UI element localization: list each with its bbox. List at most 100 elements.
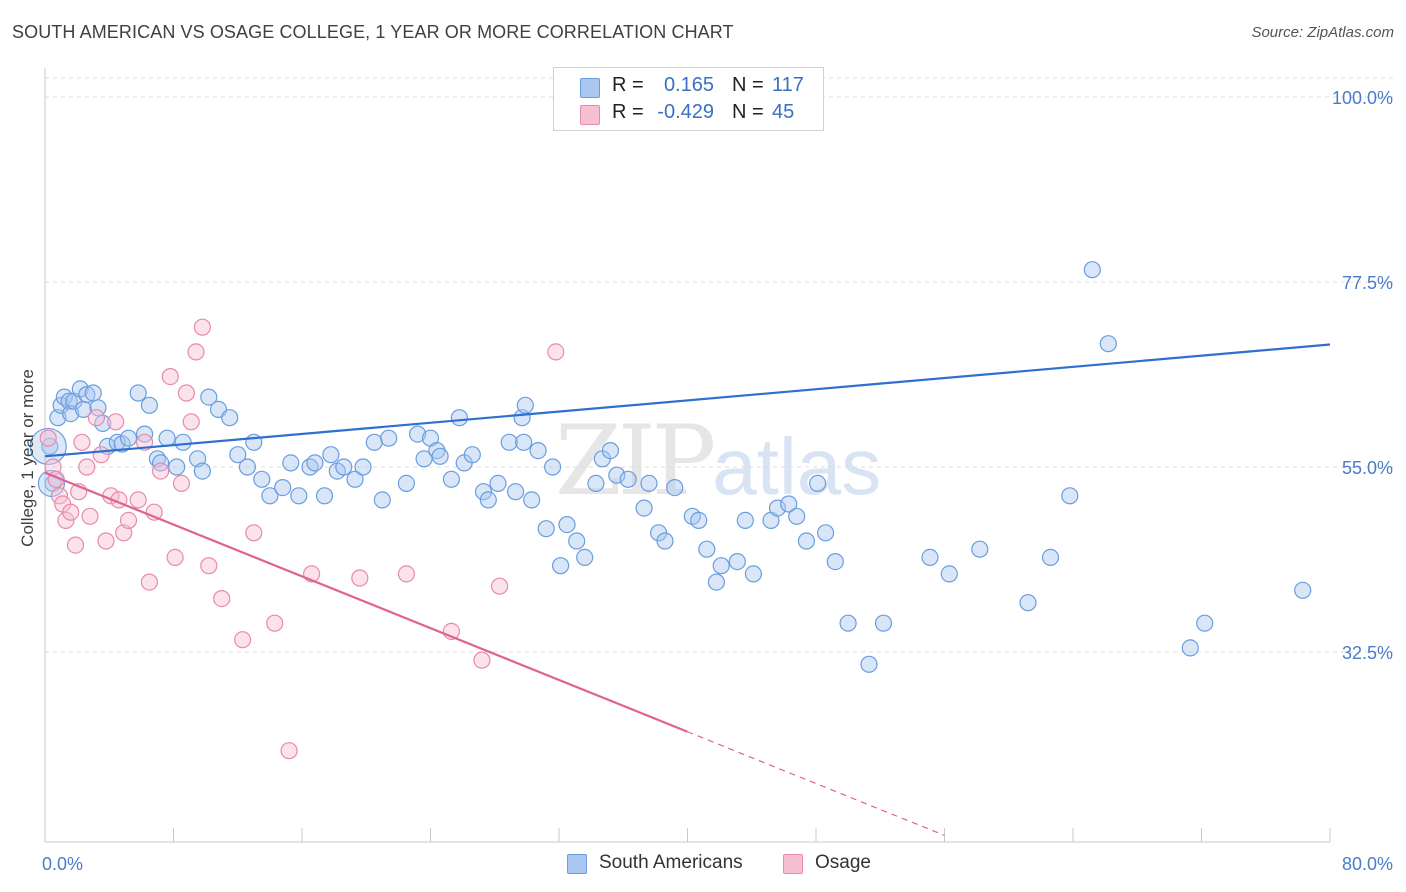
point-south-americans xyxy=(537,520,555,538)
point-south-americans xyxy=(380,429,398,447)
point-south-americans xyxy=(489,474,507,492)
point-south-americans xyxy=(635,499,653,517)
point-south-americans xyxy=(322,446,340,464)
point-osage xyxy=(81,507,99,525)
point-osage xyxy=(182,413,200,431)
point-south-americans xyxy=(971,540,989,558)
point-south-americans xyxy=(113,435,131,453)
point-south-americans xyxy=(1041,548,1060,567)
point-south-americans xyxy=(71,380,89,398)
trend-line-osage xyxy=(44,471,688,733)
legend-n-value: 45 xyxy=(772,101,795,123)
point-south-americans xyxy=(174,433,192,451)
point-south-americans xyxy=(1099,335,1117,353)
point-south-americans xyxy=(515,433,533,451)
point-south-americans xyxy=(78,386,96,404)
point-osage xyxy=(547,343,565,361)
point-south-americans xyxy=(940,565,958,583)
point-south-americans xyxy=(788,507,806,525)
point-south-americans xyxy=(874,614,893,632)
point-osage xyxy=(161,368,179,386)
point-osage xyxy=(97,532,115,550)
series-south-americans xyxy=(29,261,1312,673)
point-south-americans xyxy=(1083,261,1101,279)
point-south-americans xyxy=(84,384,102,402)
bottom-legend-swatch-pink xyxy=(783,854,803,874)
point-south-americans xyxy=(744,565,763,583)
point-south-americans xyxy=(450,409,468,427)
y-tick-label: 32.5% xyxy=(1342,643,1393,663)
point-south-americans xyxy=(158,429,176,447)
point-south-americans xyxy=(601,442,620,460)
point-osage xyxy=(39,429,57,447)
point-south-americans xyxy=(474,483,493,501)
point-south-americans xyxy=(274,479,292,497)
point-south-americans xyxy=(442,470,460,488)
point-south-americans xyxy=(409,425,427,443)
point-south-americans xyxy=(839,614,857,632)
point-osage xyxy=(78,458,96,476)
point-osage xyxy=(62,503,80,521)
point-south-americans xyxy=(736,511,754,530)
y-tick-label: 77.5% xyxy=(1342,273,1393,293)
point-south-americans xyxy=(656,532,674,550)
point-south-americans xyxy=(373,491,391,509)
point-south-americans xyxy=(365,433,383,451)
point-south-americans xyxy=(551,557,570,575)
point-osage xyxy=(57,511,75,530)
series-osage xyxy=(39,318,565,760)
point-osage xyxy=(200,557,218,575)
point-osage xyxy=(152,462,170,480)
point-osage xyxy=(119,511,138,530)
point-osage xyxy=(245,524,263,542)
point-south-americans xyxy=(60,392,78,410)
legend-n-label: N = xyxy=(732,74,764,96)
legend-n-label: N = xyxy=(732,101,764,123)
point-south-americans xyxy=(587,474,605,492)
tick-labels: 100.0% 77.5% 55.0% 32.5% 0.0% 80.0% xyxy=(42,88,1393,874)
point-osage xyxy=(266,614,284,632)
legend: R = 0.165 N = 117 R = -0.429 N = 45 xyxy=(553,67,824,131)
point-south-americans xyxy=(500,433,518,451)
legend-row-osage: R = -0.429 N = 45 xyxy=(554,101,823,127)
point-south-americans xyxy=(479,491,497,509)
point-osage xyxy=(92,446,110,464)
legend-swatch-blue xyxy=(580,78,600,98)
point-osage xyxy=(66,536,85,554)
point-south-americans xyxy=(306,454,324,472)
legend-r-label: R = xyxy=(612,74,644,96)
point-south-americans xyxy=(576,548,594,567)
watermark-zip: ZIP xyxy=(555,405,716,517)
legend-swatch-pink xyxy=(580,105,600,125)
point-south-americans xyxy=(808,474,827,492)
point-south-americans xyxy=(543,458,562,476)
legend-r-label: R = xyxy=(612,101,644,123)
point-south-americans xyxy=(1181,639,1199,657)
legend-r-value: -0.429 xyxy=(657,101,714,123)
point-south-americans xyxy=(1019,594,1037,612)
point-south-americans xyxy=(921,548,939,567)
chart-title: SOUTH AMERICAN VS OSAGE COLLEGE, 1 YEAR … xyxy=(12,22,734,42)
point-south-americans xyxy=(768,499,787,517)
source-label: Source: ZipAtlas.com xyxy=(1251,24,1394,41)
point-osage xyxy=(491,577,509,595)
point-south-americans xyxy=(193,462,211,480)
point-south-americans xyxy=(140,396,158,414)
trend-lines xyxy=(44,343,1331,836)
point-osage xyxy=(397,565,415,583)
point-south-americans xyxy=(335,458,353,476)
point-south-americans xyxy=(516,396,534,414)
point-south-americans xyxy=(506,483,525,501)
legend-n-value: 117 xyxy=(772,74,804,96)
point-osage xyxy=(107,413,125,431)
point-osage xyxy=(73,433,91,451)
point-south-americans xyxy=(238,458,256,476)
legend-row-south-americans: R = 0.165 N = 117 xyxy=(554,74,823,100)
point-south-americans xyxy=(290,487,308,505)
x-tick-label: 0.0% xyxy=(42,854,83,874)
point-south-americans xyxy=(797,532,816,550)
point-south-americans xyxy=(780,495,798,513)
point-south-americans xyxy=(119,429,138,447)
point-south-americans xyxy=(261,487,279,505)
point-south-americans xyxy=(666,479,684,497)
